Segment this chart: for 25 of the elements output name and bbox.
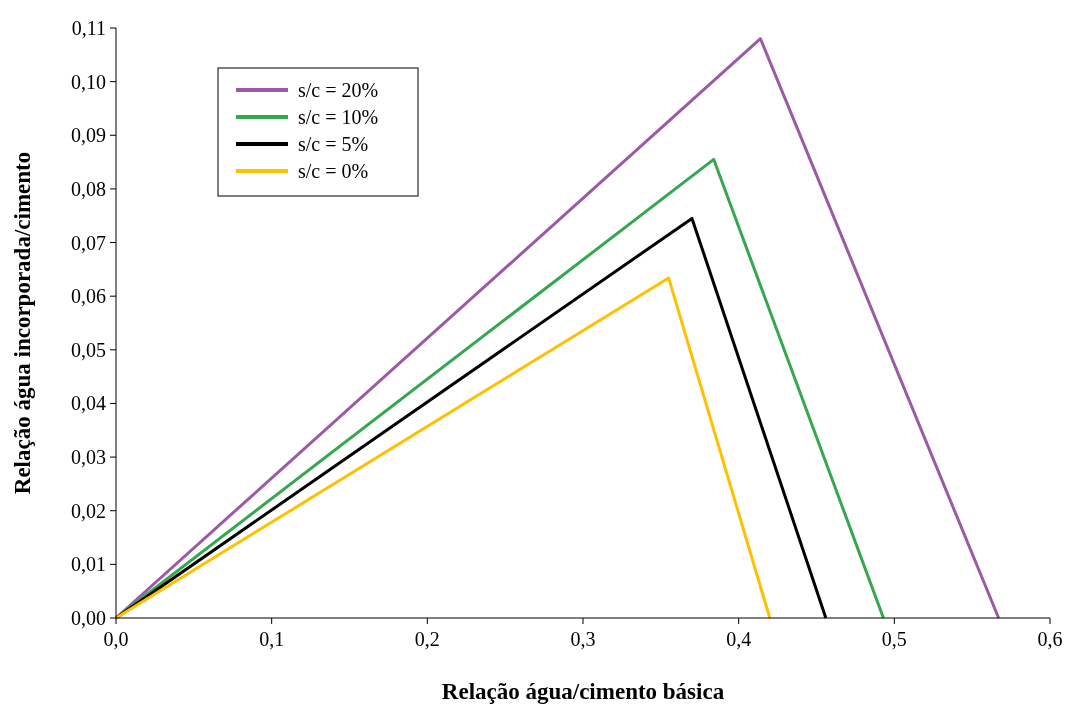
x-tick-label: 0,0 [103,628,129,650]
x-tick-label: 0,2 [414,628,440,650]
y-tick-label: 0,02 [71,499,106,522]
x-tick-label: 0,3 [570,628,596,650]
y-tick-label: 0,01 [71,553,106,576]
y-axis-title: Relação água incorporada/cimento [10,151,35,495]
x-tick-label: 0,4 [726,628,752,650]
y-tick-label: 0,03 [71,446,106,469]
y-tick-label: 0,06 [71,285,106,308]
legend-label: s/c = 0% [298,160,369,182]
y-tick-label: 0,05 [71,338,106,361]
y-tick-label: 0,04 [71,392,106,415]
y-tick-label: 0,08 [71,177,106,200]
x-tick-label: 0,6 [1037,628,1063,650]
y-tick-label: 0,07 [71,231,106,254]
legend-label: s/c = 5% [298,133,369,155]
y-tick-label: 0,09 [71,124,106,147]
y-tick-label: 0,00 [71,607,106,629]
x-axis-title: Relação água/cimento básica [441,679,725,704]
legend-label: s/c = 20% [298,79,379,101]
x-tick-label: 0,1 [259,628,285,650]
y-tick-label: 0,10 [71,70,106,93]
y-tick-label: 0,11 [71,17,106,39]
x-tick-label: 0,5 [881,628,907,650]
legend-label: s/c = 10% [298,106,379,128]
